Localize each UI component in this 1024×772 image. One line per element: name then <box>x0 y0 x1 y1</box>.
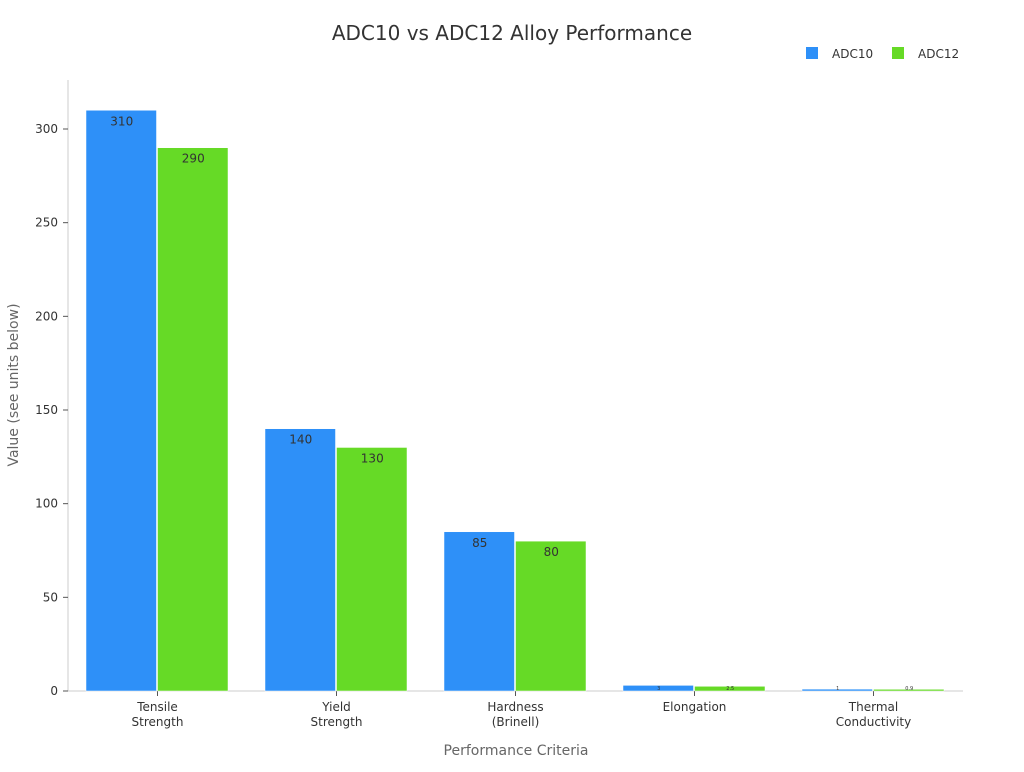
x-axis-label: Performance Criteria <box>444 743 589 759</box>
bar-adc10 <box>264 428 336 692</box>
data-label: 80 <box>544 545 559 559</box>
data-label: 290 <box>182 152 205 166</box>
data-label: 130 <box>361 451 384 465</box>
bar-adc10 <box>622 685 694 692</box>
data-label: 3 <box>657 686 660 692</box>
x-tick-label: Yield <box>321 700 351 714</box>
bar-adc12 <box>336 447 408 692</box>
data-label: 310 <box>110 114 133 128</box>
data-label: 85 <box>472 536 487 550</box>
y-tick-label: 150 <box>35 403 58 417</box>
y-tick-label: 300 <box>35 122 58 136</box>
legend-swatch <box>806 47 818 59</box>
data-label: 0.9 <box>905 686 913 692</box>
x-tick-label: Hardness <box>487 700 543 714</box>
x-tick-label: Elongation <box>663 700 727 714</box>
legend-label: ADC10 <box>832 47 873 61</box>
y-tick-label: 200 <box>35 309 58 323</box>
y-tick-label: 50 <box>43 590 58 604</box>
y-tick-label: 250 <box>35 216 58 230</box>
bar-adc12 <box>515 540 587 692</box>
x-tick-label: Conductivity <box>836 715 911 729</box>
bar-adc10 <box>85 110 157 692</box>
bar-adc12 <box>157 147 229 692</box>
x-tick-label: Tensile <box>136 700 178 714</box>
y-tick-label: 0 <box>50 684 58 698</box>
y-tick-label: 100 <box>35 497 58 511</box>
x-tick-label: Thermal <box>848 700 898 714</box>
bar-adc10 <box>443 531 515 692</box>
legend-swatch <box>892 47 904 59</box>
legend: ADC10 ADC12 <box>806 47 959 61</box>
bar-adc12 <box>873 689 945 692</box>
chart-title: ADC10 vs ADC12 Alloy Performance <box>332 21 692 45</box>
legend-label: ADC12 <box>918 47 959 61</box>
x-tick-label: (Brinell) <box>492 715 540 729</box>
data-label: 2.5 <box>726 686 734 692</box>
bar-adc12 <box>694 686 766 692</box>
x-tick-label: Strength <box>132 715 184 729</box>
y-axis-label: Value (see units below) <box>6 303 22 466</box>
data-label: 1 <box>836 686 839 692</box>
bar-adc10 <box>801 688 873 692</box>
data-label: 140 <box>289 433 312 447</box>
x-tick-label: Strength <box>311 715 363 729</box>
